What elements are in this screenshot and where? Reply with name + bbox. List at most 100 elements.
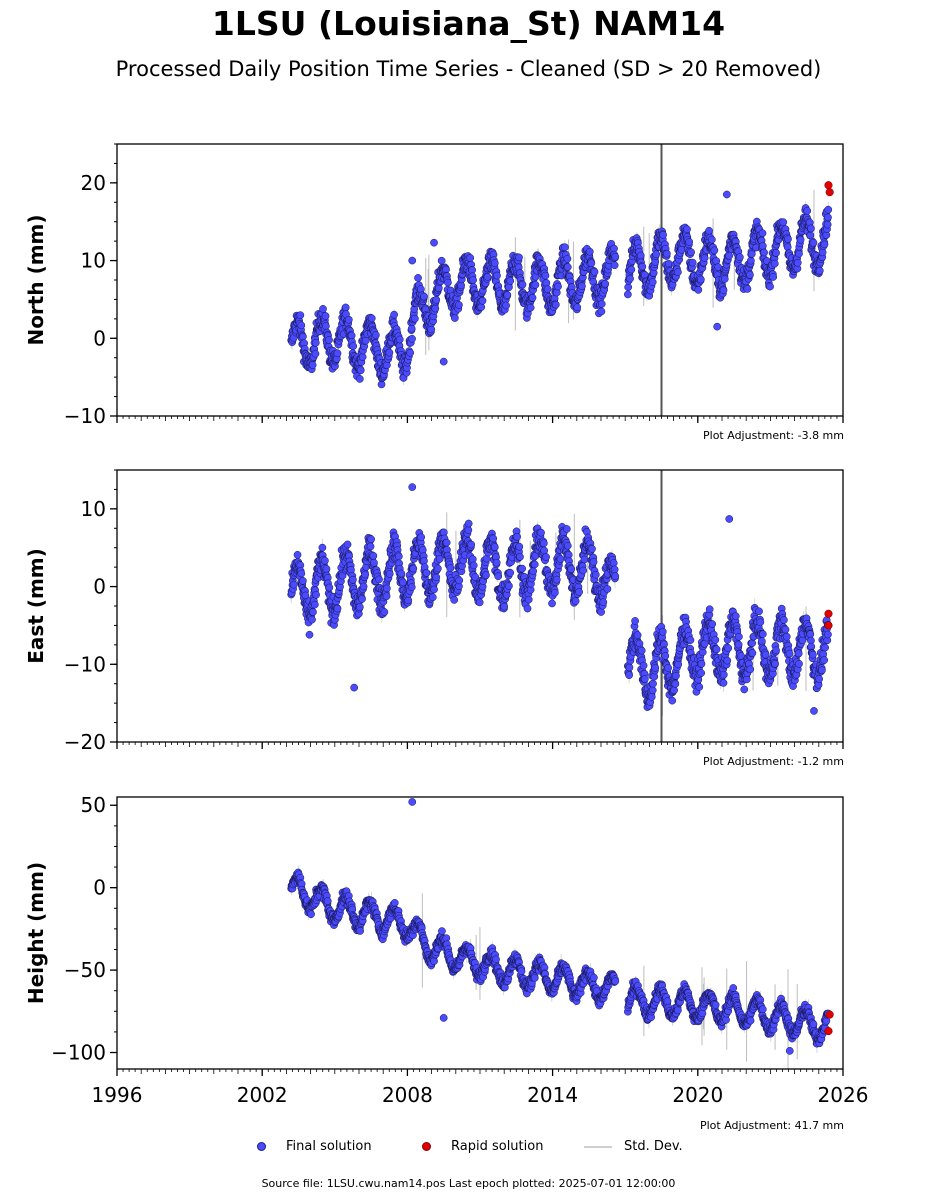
north-point bbox=[694, 286, 703, 294]
east-y-tick-label: −20 bbox=[64, 730, 106, 754]
north-point bbox=[311, 338, 320, 347]
east-point bbox=[785, 649, 794, 658]
north-y-tick-label: 10 bbox=[81, 249, 106, 273]
north-point bbox=[815, 266, 824, 275]
east-point bbox=[664, 664, 672, 672]
north-point bbox=[823, 220, 832, 229]
north-point bbox=[688, 258, 697, 267]
east-point bbox=[518, 564, 527, 573]
east-y-tick-label: 0 bbox=[93, 575, 106, 599]
north-point bbox=[515, 253, 523, 262]
north-point bbox=[385, 348, 394, 357]
east-point bbox=[695, 683, 704, 691]
east-point bbox=[524, 595, 533, 604]
east-point bbox=[761, 650, 770, 659]
east-point bbox=[369, 551, 378, 560]
east-point bbox=[686, 636, 695, 644]
east-point bbox=[464, 519, 473, 528]
north-point bbox=[677, 245, 686, 254]
north-point bbox=[356, 366, 365, 375]
east-point bbox=[780, 616, 788, 624]
east-point bbox=[399, 578, 407, 587]
east-point bbox=[382, 592, 391, 601]
east-point bbox=[333, 604, 342, 613]
east-point bbox=[782, 632, 791, 641]
north-point bbox=[747, 250, 756, 258]
north-point bbox=[408, 334, 416, 343]
east-point bbox=[575, 588, 583, 596]
east-point bbox=[540, 539, 548, 548]
north-point bbox=[543, 285, 552, 293]
north-point bbox=[578, 282, 586, 290]
north-point bbox=[528, 293, 537, 302]
north-point bbox=[431, 304, 440, 313]
east-point bbox=[611, 572, 620, 581]
east-point bbox=[515, 542, 524, 551]
east-point bbox=[349, 575, 357, 584]
east-point bbox=[794, 649, 803, 658]
north-point bbox=[439, 357, 448, 366]
east-point bbox=[475, 598, 484, 607]
east-point bbox=[648, 686, 657, 695]
north-point bbox=[417, 285, 425, 293]
east-point bbox=[464, 526, 473, 534]
north-point bbox=[361, 336, 370, 345]
east-point bbox=[312, 590, 320, 599]
north-point bbox=[358, 353, 367, 361]
north-point bbox=[450, 314, 459, 322]
east-point bbox=[810, 707, 818, 715]
north-point bbox=[420, 292, 428, 301]
east-point bbox=[540, 546, 549, 555]
east-point bbox=[631, 617, 639, 625]
east-point bbox=[795, 660, 803, 668]
east-point bbox=[446, 564, 455, 573]
north-point bbox=[437, 256, 446, 265]
east-point bbox=[697, 660, 706, 668]
east-point bbox=[299, 577, 307, 585]
east-point bbox=[422, 569, 431, 577]
east-point bbox=[492, 558, 501, 567]
east-point bbox=[500, 602, 509, 611]
north-point bbox=[541, 271, 550, 280]
north-point bbox=[414, 274, 422, 282]
north-point bbox=[720, 275, 729, 283]
chart-title: 1LSU (Louisiana_St) NAM14 bbox=[211, 4, 726, 43]
east-point bbox=[494, 572, 503, 581]
north-point bbox=[713, 322, 722, 331]
north-point bbox=[478, 296, 487, 305]
east-point bbox=[455, 576, 464, 585]
east-point bbox=[610, 565, 619, 574]
east-y-axis-label: East (mm) bbox=[24, 548, 48, 664]
east-point bbox=[591, 570, 600, 579]
north-point bbox=[611, 252, 620, 261]
north-rapid-point bbox=[825, 188, 834, 197]
east-point bbox=[359, 582, 368, 591]
north-point bbox=[551, 300, 560, 309]
north-point bbox=[455, 301, 463, 309]
east-point bbox=[758, 630, 767, 638]
east-point bbox=[824, 630, 832, 639]
north-point bbox=[297, 321, 306, 330]
east-point bbox=[748, 639, 756, 647]
east-point bbox=[367, 535, 375, 544]
east-point bbox=[742, 675, 751, 684]
north-point bbox=[736, 253, 744, 261]
east-point bbox=[719, 679, 728, 687]
north-point bbox=[624, 283, 633, 292]
east-point bbox=[746, 665, 755, 674]
east-point bbox=[597, 608, 605, 616]
north-point bbox=[627, 265, 636, 274]
east-point bbox=[658, 627, 667, 636]
east-point bbox=[798, 636, 807, 645]
north-point bbox=[554, 282, 562, 291]
east-point bbox=[409, 564, 418, 573]
east-point bbox=[647, 693, 656, 701]
north-point bbox=[505, 283, 513, 292]
east-point bbox=[482, 571, 490, 580]
north-point bbox=[395, 335, 404, 344]
east-point bbox=[542, 553, 550, 561]
east-point bbox=[394, 552, 403, 561]
east-point bbox=[580, 555, 589, 564]
north-point bbox=[308, 361, 317, 369]
